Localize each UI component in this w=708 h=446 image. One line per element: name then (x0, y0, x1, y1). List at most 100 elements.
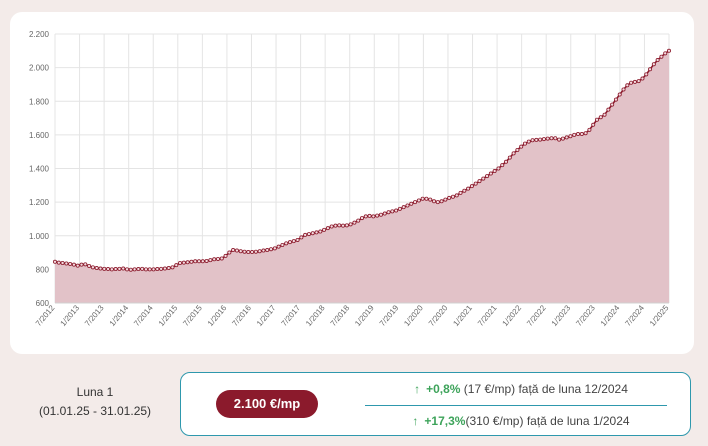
data-point (208, 258, 213, 263)
data-point (215, 256, 220, 261)
y-tick-label: 1.400 (29, 165, 50, 174)
data-point (526, 139, 531, 144)
data-point (492, 169, 497, 174)
data-point (143, 267, 148, 272)
x-tick-label: 1/2022 (501, 303, 524, 328)
data-point (553, 136, 558, 141)
x-tick-label: 1/2017 (255, 303, 278, 328)
data-point (238, 249, 243, 254)
data-point (591, 122, 596, 127)
data-point (617, 92, 622, 97)
data-point (477, 179, 482, 184)
yearly-change-detail: (310 €/mp) față de luna 1/2024 (465, 414, 630, 428)
data-point (409, 201, 414, 206)
monthly-change-detail: (17 €/mp) față de luna 12/2024 (463, 382, 628, 396)
data-point (250, 250, 255, 255)
period-info: Luna 1 (01.01.25 - 31.01.25) (20, 383, 170, 421)
data-point (382, 211, 387, 216)
x-tick-label: 1/2016 (206, 303, 229, 328)
data-point (113, 267, 118, 272)
data-point (473, 181, 478, 186)
data-point (462, 188, 467, 193)
data-point (621, 87, 626, 92)
data-point (435, 200, 440, 205)
data-point (219, 256, 224, 261)
x-tick-label: 1/2020 (402, 303, 425, 328)
data-point (159, 266, 164, 271)
data-point (496, 166, 501, 171)
x-tick-label: 1/2025 (648, 303, 671, 328)
data-point (375, 213, 380, 218)
data-point (515, 148, 520, 153)
data-point (450, 194, 455, 199)
data-point (519, 144, 524, 149)
x-tick-label: 7/2015 (181, 303, 204, 328)
x-tick-label: 1/2023 (550, 303, 573, 328)
data-point (322, 227, 327, 232)
data-point (576, 132, 581, 137)
data-point (140, 266, 145, 271)
data-point (71, 262, 76, 267)
x-tick-label: 7/2019 (378, 303, 401, 328)
data-point (261, 248, 266, 253)
data-point (125, 267, 130, 272)
data-point (648, 67, 653, 72)
data-point (557, 137, 562, 142)
x-tick-label: 1/2013 (58, 303, 81, 328)
data-point (329, 224, 334, 229)
data-point (341, 223, 346, 228)
data-point (432, 199, 437, 204)
data-point (53, 259, 58, 264)
data-point (197, 259, 202, 264)
data-point (181, 260, 186, 265)
data-point (344, 223, 349, 228)
data-point (485, 174, 490, 179)
y-tick-label: 1.600 (29, 131, 50, 140)
data-point (413, 200, 418, 205)
data-point (629, 80, 634, 85)
data-point (511, 151, 516, 156)
data-point (212, 257, 217, 262)
x-tick-label: 1/2018 (304, 303, 327, 328)
summary-divider (365, 405, 667, 406)
data-point (136, 267, 141, 272)
data-point (447, 195, 452, 200)
data-point (132, 267, 137, 272)
data-point (223, 253, 228, 258)
data-point (428, 197, 433, 202)
data-point (534, 137, 539, 142)
x-tick-label: 7/2016 (230, 303, 253, 328)
data-point (564, 135, 569, 140)
y-tick-label: 2.000 (29, 64, 50, 73)
x-tick-label: 1/2014 (108, 303, 131, 328)
data-point (64, 261, 69, 266)
current-price-badge: 2.100 €/mp (216, 390, 318, 418)
data-point (234, 248, 239, 253)
data-point (594, 117, 599, 122)
data-point (162, 266, 167, 271)
data-point (276, 244, 281, 249)
data-point (587, 127, 592, 132)
data-point (257, 249, 262, 254)
y-tick-label: 1.800 (29, 97, 50, 106)
data-point (579, 132, 584, 137)
x-tick-label: 1/2019 (353, 303, 376, 328)
area-fill (55, 50, 669, 304)
x-tick-label: 1/2015 (157, 303, 180, 328)
data-point (185, 260, 190, 265)
data-point (655, 58, 660, 63)
data-point (659, 54, 664, 59)
data-point (416, 198, 421, 203)
data-point (625, 83, 630, 88)
yearly-change-pct: +17,3% (424, 414, 466, 428)
data-point (98, 266, 103, 271)
y-tick-label: 800 (36, 265, 50, 274)
period-title: Luna 1 (76, 385, 114, 399)
data-point (269, 247, 274, 252)
data-point (606, 107, 611, 112)
data-point (583, 131, 588, 136)
data-point (242, 249, 247, 254)
arrow-up-icon: ↑ (412, 414, 419, 428)
data-point (632, 79, 637, 84)
data-point (454, 193, 459, 198)
